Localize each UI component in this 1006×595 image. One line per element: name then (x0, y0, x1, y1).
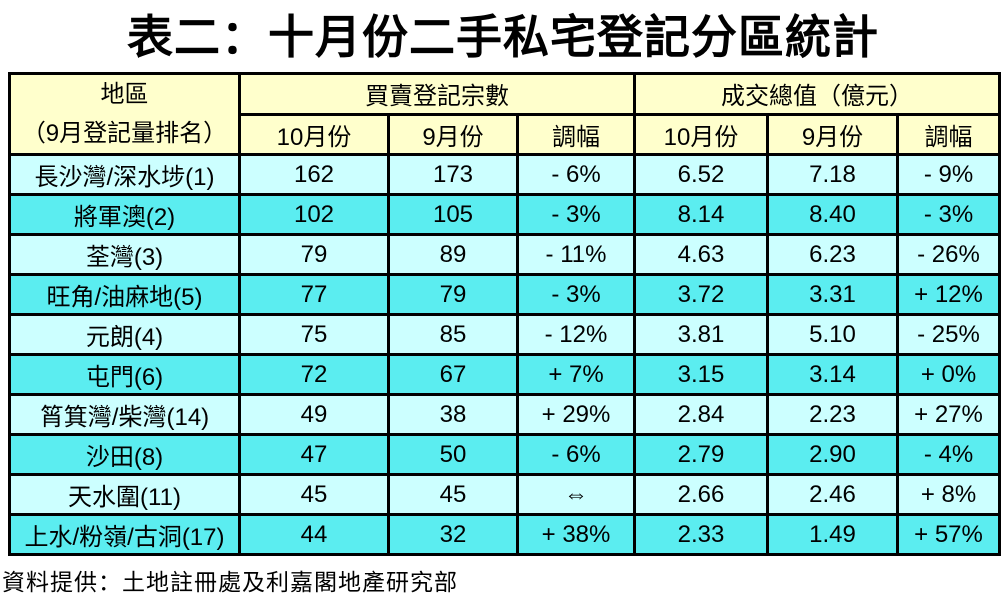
district-cell: 屯門(6) (8, 353, 241, 396)
deals-change-cell: - 3% (516, 193, 636, 236)
deals-change-cell: - 11% (516, 233, 636, 276)
district-cell: 沙田(8) (8, 433, 241, 476)
column-header-deals-oct: 10月份 (238, 112, 390, 156)
deals-oct-cell: 45 (238, 473, 390, 516)
header-group-row: 地區 （9月登記量排名） 買賣登記宗數 成交總值（億元） (8, 72, 1001, 156)
table-row: 將軍澳(2) 102 105 - 3% 8.14 8.40 - 3% (8, 193, 1001, 236)
deals-sep-cell: 50 (387, 433, 519, 476)
deals-change-cell: + 7% (516, 353, 636, 396)
value-oct-cell: 2.84 (633, 393, 769, 436)
deals-oct-cell: 47 (238, 433, 390, 476)
value-oct-cell: 8.14 (633, 193, 769, 236)
value-oct-cell: 6.52 (633, 153, 769, 196)
column-group-deals: 買賣登記宗數 (238, 72, 636, 116)
value-sep-cell: 6.23 (766, 233, 899, 276)
deals-sep-cell: 85 (387, 313, 519, 356)
value-oct-cell: 2.79 (633, 433, 769, 476)
deals-change-cell: - 3% (516, 273, 636, 316)
deals-oct-cell: 102 (238, 193, 390, 236)
value-change-cell: + 0% (896, 353, 1001, 396)
value-sep-cell: 8.40 (766, 193, 899, 236)
value-oct-cell: 2.33 (633, 513, 769, 556)
deals-sep-cell: 38 (387, 393, 519, 436)
value-change-cell: + 8% (896, 473, 1001, 516)
value-sep-cell: 1.49 (766, 513, 899, 556)
table-body: 長沙灣/深水埗(1) 162 173 - 6% 6.52 7.18 - 9% 將… (8, 153, 1001, 556)
deals-change-cell: - 6% (516, 433, 636, 476)
value-change-cell: - 9% (896, 153, 1001, 196)
deals-change-cell: ⇔ (516, 473, 636, 516)
value-change-cell: + 27% (896, 393, 1001, 436)
value-change-cell: - 25% (896, 313, 1001, 356)
column-header-deals-change: 調幅 (516, 112, 636, 156)
deals-sep-cell: 173 (387, 153, 519, 196)
table-row: 筲箕灣/柴灣(14) 49 38 + 29% 2.84 2.23 + 27% (8, 393, 1001, 436)
district-stats-table: 地區 （9月登記量排名） 買賣登記宗數 成交總值（億元） 10月份 9月份 調幅… (8, 72, 1001, 556)
deals-oct-cell: 72 (238, 353, 390, 396)
table-header: 地區 （9月登記量排名） 買賣登記宗數 成交總值（億元） 10月份 9月份 調幅… (8, 72, 1001, 156)
value-sep-cell: 2.90 (766, 433, 899, 476)
value-sep-cell: 3.31 (766, 273, 899, 316)
district-cell: 荃灣(3) (8, 233, 241, 276)
column-group-value: 成交總值（億元） (633, 72, 1001, 116)
value-sep-cell: 3.14 (766, 353, 899, 396)
table-row: 荃灣(3) 79 89 - 11% 4.63 6.23 - 26% (8, 233, 1001, 276)
page-title: 表二：十月份二手私宅登記分區統計 (127, 11, 879, 63)
deals-change-cell: - 12% (516, 313, 636, 356)
district-cell: 旺角/油麻地(5) (8, 273, 241, 316)
column-header-district: 地區 （9月登記量排名） (8, 72, 241, 156)
deals-change-cell: + 29% (516, 393, 636, 436)
table-row: 元朗(4) 75 85 - 12% 3.81 5.10 - 25% (8, 313, 1001, 356)
value-oct-cell: 2.66 (633, 473, 769, 516)
deals-change-cell: - 6% (516, 153, 636, 196)
value-sep-cell: 2.46 (766, 473, 899, 516)
column-header-value-sep: 9月份 (766, 112, 899, 156)
table-row: 上水/粉嶺/古洞(17) 44 32 + 38% 2.33 1.49 + 57% (8, 513, 1001, 556)
value-oct-cell: 3.72 (633, 273, 769, 316)
district-cell: 元朗(4) (8, 313, 241, 356)
district-cell: 筲箕灣/柴灣(14) (8, 393, 241, 436)
deals-oct-cell: 75 (238, 313, 390, 356)
value-change-cell: - 4% (896, 433, 1001, 476)
deals-oct-cell: 79 (238, 233, 390, 276)
district-header-line2: （9月登記量排名） (21, 120, 228, 147)
value-oct-cell: 4.63 (633, 233, 769, 276)
column-header-value-change: 調幅 (896, 112, 1001, 156)
table-row: 旺角/油麻地(5) 77 79 - 3% 3.72 3.31 + 12% (8, 273, 1001, 316)
deals-sep-cell: 89 (387, 233, 519, 276)
district-cell: 上水/粉嶺/古洞(17) (8, 513, 241, 556)
header-sub-row: 10月份 9月份 調幅 10月份 9月份 調幅 (10, 112, 1001, 156)
source-note: 資料提供：土地註冊處及利嘉閣地產研究部 (2, 569, 458, 595)
deals-sep-cell: 45 (387, 473, 519, 516)
deals-sep-cell: 79 (387, 273, 519, 316)
deals-sep-cell: 105 (387, 193, 519, 236)
table-row: 沙田(8) 47 50 - 6% 2.79 2.90 - 4% (8, 433, 1001, 476)
deals-sep-cell: 32 (387, 513, 519, 556)
district-cell: 將軍澳(2) (8, 193, 241, 236)
deals-sep-cell: 67 (387, 353, 519, 396)
column-header-deals-sep: 9月份 (387, 112, 519, 156)
deals-change-cell: + 38% (516, 513, 636, 556)
table-row: 天水圍(11) 45 45 ⇔ 2.66 2.46 + 8% (8, 473, 1001, 516)
column-header-value-oct: 10月份 (633, 112, 769, 156)
district-header-line1: 地區 (100, 81, 149, 108)
value-change-cell: - 3% (896, 193, 1001, 236)
value-oct-cell: 3.15 (633, 353, 769, 396)
value-sep-cell: 7.18 (766, 153, 899, 196)
deals-oct-cell: 77 (238, 273, 390, 316)
value-sep-cell: 5.10 (766, 313, 899, 356)
value-change-cell: + 12% (896, 273, 1001, 316)
deals-oct-cell: 162 (238, 153, 390, 196)
value-oct-cell: 3.81 (633, 313, 769, 356)
value-sep-cell: 2.23 (766, 393, 899, 436)
district-cell: 長沙灣/深水埗(1) (8, 153, 241, 196)
table-row: 屯門(6) 72 67 + 7% 3.15 3.14 + 0% (8, 353, 1001, 396)
value-change-cell: + 57% (896, 513, 1001, 556)
value-change-cell: - 26% (896, 233, 1001, 276)
table-row: 長沙灣/深水埗(1) 162 173 - 6% 6.52 7.18 - 9% (8, 153, 1001, 196)
deals-oct-cell: 49 (238, 393, 390, 436)
deals-oct-cell: 44 (238, 513, 390, 556)
district-cell: 天水圍(11) (8, 473, 241, 516)
